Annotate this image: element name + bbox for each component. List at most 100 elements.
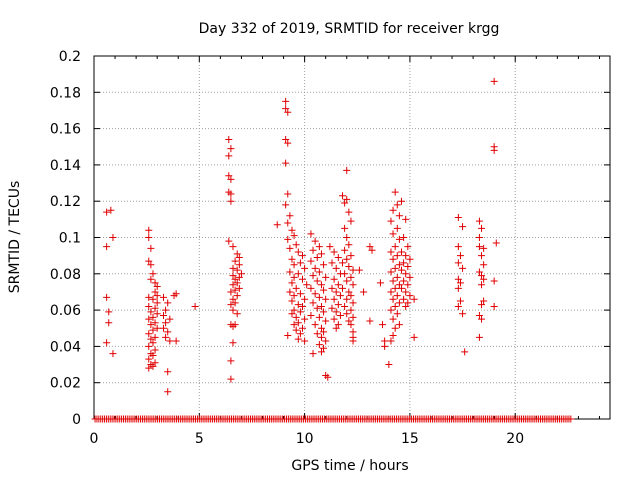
- data-point: [282, 97, 290, 105]
- data-point: [107, 206, 115, 214]
- data-point: [343, 277, 351, 285]
- data-point: [391, 284, 399, 292]
- data-point: [478, 272, 486, 280]
- data-point: [328, 304, 336, 312]
- data-point: [296, 290, 304, 298]
- data-point: [233, 279, 241, 287]
- data-point: [456, 279, 464, 287]
- data-point: [164, 388, 172, 396]
- data-point: [322, 295, 330, 303]
- data-point: [229, 306, 237, 314]
- data-point: [320, 261, 328, 269]
- data-point: [103, 208, 111, 216]
- data-point: [320, 308, 328, 316]
- data-point: [341, 224, 349, 232]
- data-point: [309, 246, 317, 254]
- data-point: [475, 333, 483, 341]
- data-point: [294, 319, 302, 327]
- data-point: [480, 244, 488, 252]
- data-point: [109, 234, 117, 241]
- data-point: [284, 139, 292, 147]
- data-point: [227, 175, 235, 183]
- data-point: [315, 313, 323, 321]
- data-point: [164, 299, 172, 307]
- data-point: [475, 268, 483, 276]
- data-point: [309, 272, 317, 280]
- data-point: [225, 172, 233, 180]
- data-point: [478, 281, 486, 289]
- data-point: [330, 295, 338, 303]
- data-point: [231, 257, 239, 265]
- data-point: [345, 208, 353, 216]
- data-point: [166, 337, 174, 345]
- data-point: [235, 273, 243, 281]
- data-point: [296, 259, 304, 267]
- data-point: [290, 273, 298, 281]
- data-point: [151, 359, 159, 367]
- y-tick-label: 0.1: [59, 231, 81, 247]
- data-point: [320, 344, 328, 352]
- data-point: [153, 292, 161, 300]
- data-point: [349, 266, 357, 274]
- data-point: [459, 310, 467, 318]
- x-tick-label: 15: [401, 431, 419, 447]
- data-point: [454, 302, 462, 310]
- data-point: [151, 279, 159, 287]
- data-point: [311, 264, 319, 272]
- data-point: [366, 317, 374, 325]
- data-point: [345, 288, 353, 296]
- data-point: [490, 302, 498, 310]
- data-point: [475, 312, 483, 320]
- data-point: [328, 259, 336, 267]
- y-tick-label: 0.14: [50, 158, 81, 174]
- data-point: [343, 166, 351, 174]
- data-point: [349, 299, 357, 307]
- data-point: [395, 321, 403, 329]
- data-point: [345, 317, 353, 325]
- data-point: [395, 212, 403, 220]
- data-point: [490, 146, 498, 154]
- data-point: [404, 299, 412, 307]
- data-point: [145, 234, 153, 241]
- data-point: [322, 273, 330, 281]
- data-point: [235, 261, 243, 269]
- data-point: [347, 292, 355, 300]
- data-point: [490, 277, 498, 285]
- data-point: [379, 321, 387, 329]
- data-point: [149, 339, 157, 347]
- data-point: [393, 201, 401, 209]
- data-point: [299, 252, 307, 260]
- data-point: [480, 297, 488, 305]
- data-point: [145, 355, 153, 363]
- data-point: [400, 259, 408, 267]
- data-point: [387, 217, 395, 225]
- data-point: [145, 364, 153, 372]
- data-point: [492, 239, 500, 247]
- data-point: [330, 315, 338, 323]
- data-point: [322, 317, 330, 325]
- data-point: [478, 224, 486, 232]
- data-point: [149, 270, 157, 278]
- data-point: [400, 277, 408, 285]
- data-point: [366, 243, 374, 251]
- data-point: [339, 192, 347, 200]
- data-point: [393, 310, 401, 318]
- data-point: [227, 197, 235, 205]
- data-point: [109, 350, 117, 358]
- data-point: [317, 324, 325, 332]
- data-point: [343, 295, 351, 303]
- data-point: [282, 201, 290, 209]
- data-point: [393, 273, 401, 281]
- y-tick-label: 0.12: [50, 194, 81, 210]
- data-point: [402, 215, 410, 223]
- data-point: [387, 337, 395, 345]
- data-point: [393, 292, 401, 300]
- data-point: [406, 292, 414, 300]
- data-point: [391, 324, 399, 332]
- data-point: [389, 332, 397, 340]
- data-point: [290, 292, 298, 300]
- data-point: [153, 283, 161, 291]
- data-point: [349, 337, 357, 345]
- data-point: [149, 326, 157, 334]
- data-point: [160, 312, 168, 320]
